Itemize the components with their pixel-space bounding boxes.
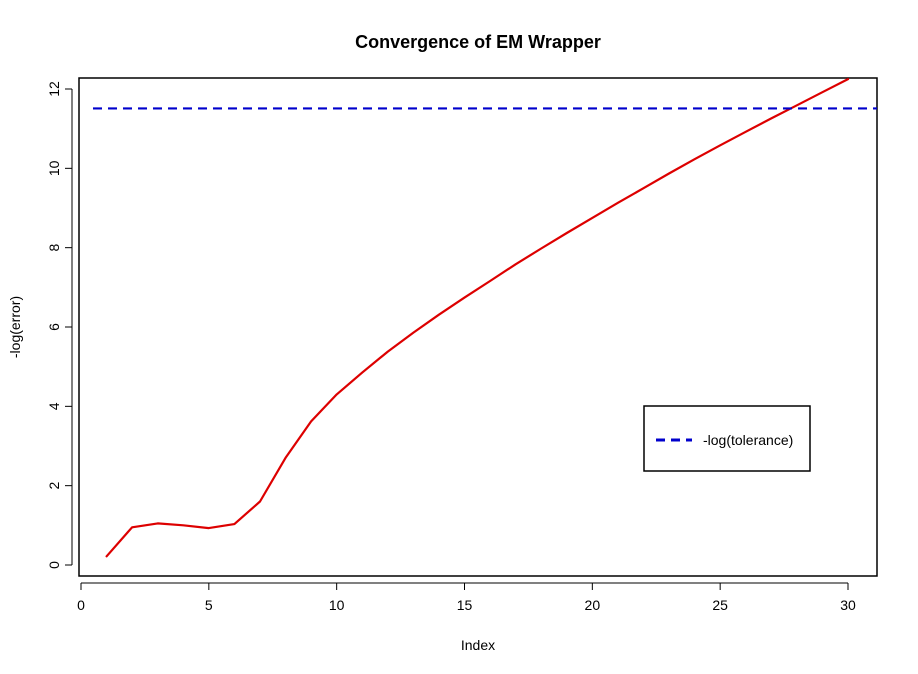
x-tick-label: 25 xyxy=(712,597,728,613)
x-tick-label: 0 xyxy=(77,597,85,613)
x-axis-label: Index xyxy=(461,637,495,653)
plot-frame xyxy=(78,77,878,577)
x-axis: 0 5 10 15 20 25 30 xyxy=(77,582,856,613)
x-tick-label: 10 xyxy=(329,597,345,613)
y-tick-label: 0 xyxy=(46,561,62,569)
y-axis-label: -log(error) xyxy=(7,296,23,358)
chart-title: Convergence of EM Wrapper xyxy=(355,32,601,52)
error-series-line xyxy=(105,77,850,558)
series-layer xyxy=(93,77,877,558)
y-tick-label: 8 xyxy=(46,244,62,252)
x-tick-label: 30 xyxy=(840,597,856,613)
legend-box xyxy=(643,405,811,472)
y-tick-label: 4 xyxy=(46,402,62,410)
legend: -log(tolerance) xyxy=(643,405,811,472)
y-tick-label: 6 xyxy=(46,323,62,331)
legend-label-tolerance: -log(tolerance) xyxy=(703,432,793,448)
y-axis: 0 2 4 6 8 10 12 xyxy=(46,81,73,569)
x-tick-label: 15 xyxy=(457,597,473,613)
x-tick-label: 20 xyxy=(585,597,601,613)
x-tick-label: 5 xyxy=(205,597,213,613)
y-tick-label: 2 xyxy=(46,482,62,490)
y-tick-label: 10 xyxy=(46,160,62,176)
y-tick-label: 12 xyxy=(46,81,62,97)
